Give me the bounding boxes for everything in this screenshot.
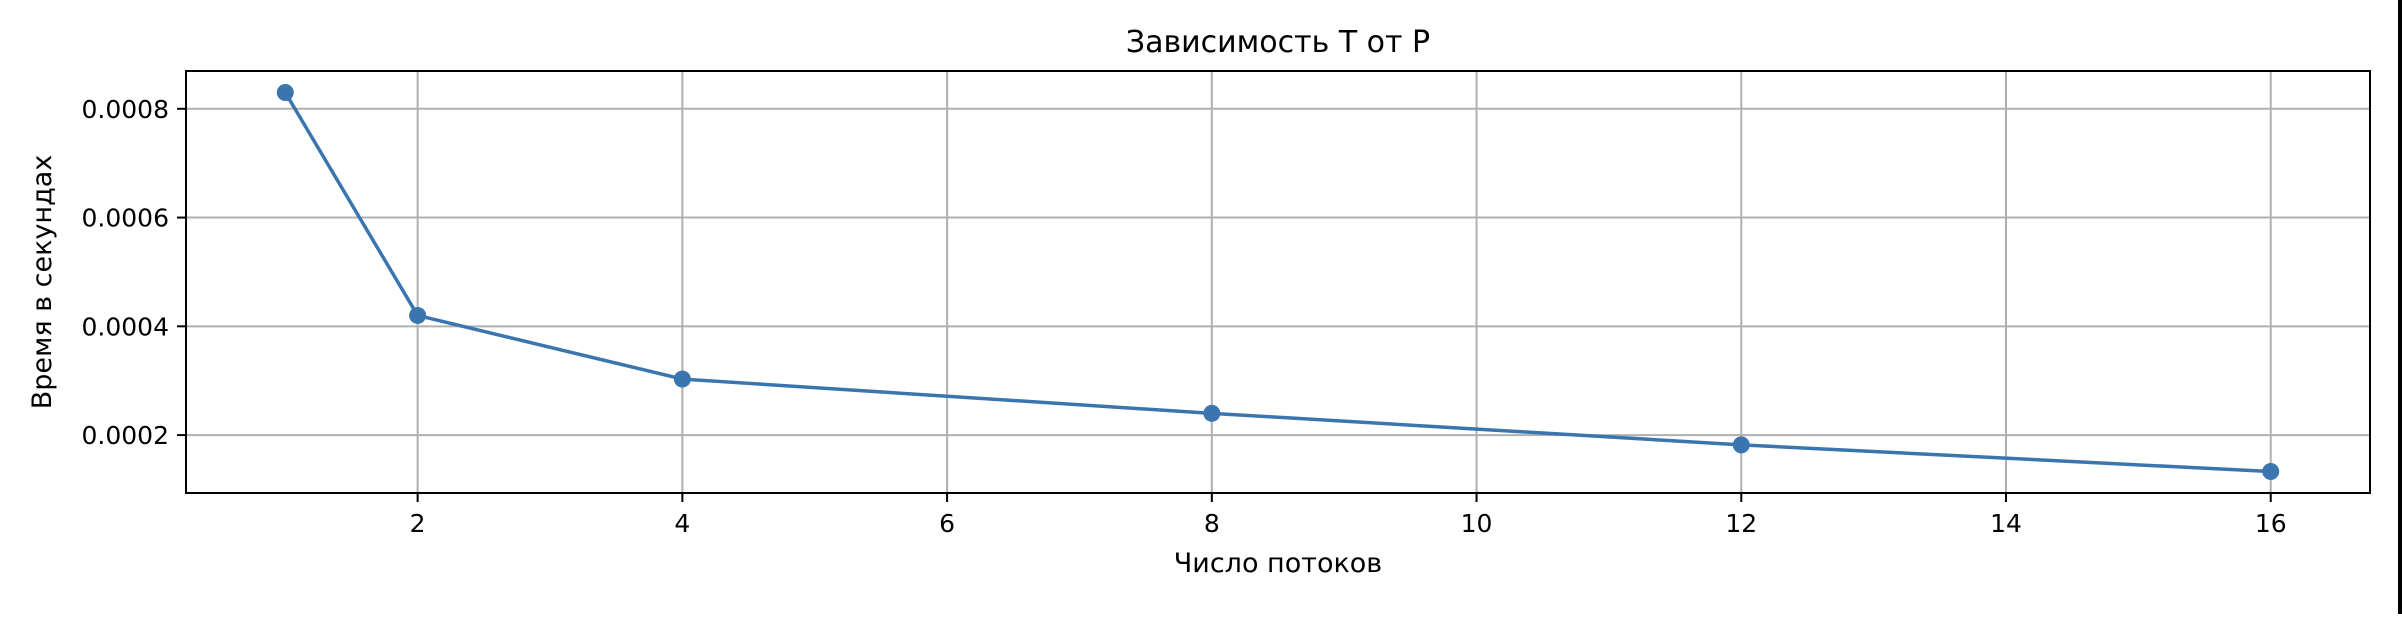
y-axis-label: Время в секундах [27,155,58,410]
x-axis-label: Число потоков [1174,548,1382,579]
grid-layer [186,71,2370,493]
x-tick-label: 2 [410,509,426,538]
y-tick-label: 0.0004 [82,312,169,341]
y-tick-label: 0.0006 [82,204,169,233]
x-tick-label: 10 [1461,509,1493,538]
tick-layer: 2 4 6 8 10 12 14 16 0.0002 0.0004 0.0006 0.0008 [82,95,2287,538]
plot-frame [185,70,2371,494]
data-point [1203,404,1221,422]
window-edge [2398,0,2402,614]
x-tick-label: 14 [1990,509,2022,538]
y-tick-label: 0.0002 [82,421,169,450]
data-point [2262,463,2280,481]
x-tick-label: 6 [939,509,955,538]
x-tick-label: 8 [1204,509,1220,538]
data-point [276,83,294,101]
y-tick-label: 0.0008 [82,95,169,124]
x-tick-label: 4 [674,509,690,538]
data-point [673,370,691,388]
x-tick-label: 16 [2255,509,2287,538]
chart-title: Зависимость T от P [1126,25,1430,60]
series-line [283,91,2271,474]
series-layer [276,83,2280,481]
x-tick-label: 12 [1725,509,1757,538]
data-point [409,306,427,324]
data-point [1732,436,1750,454]
